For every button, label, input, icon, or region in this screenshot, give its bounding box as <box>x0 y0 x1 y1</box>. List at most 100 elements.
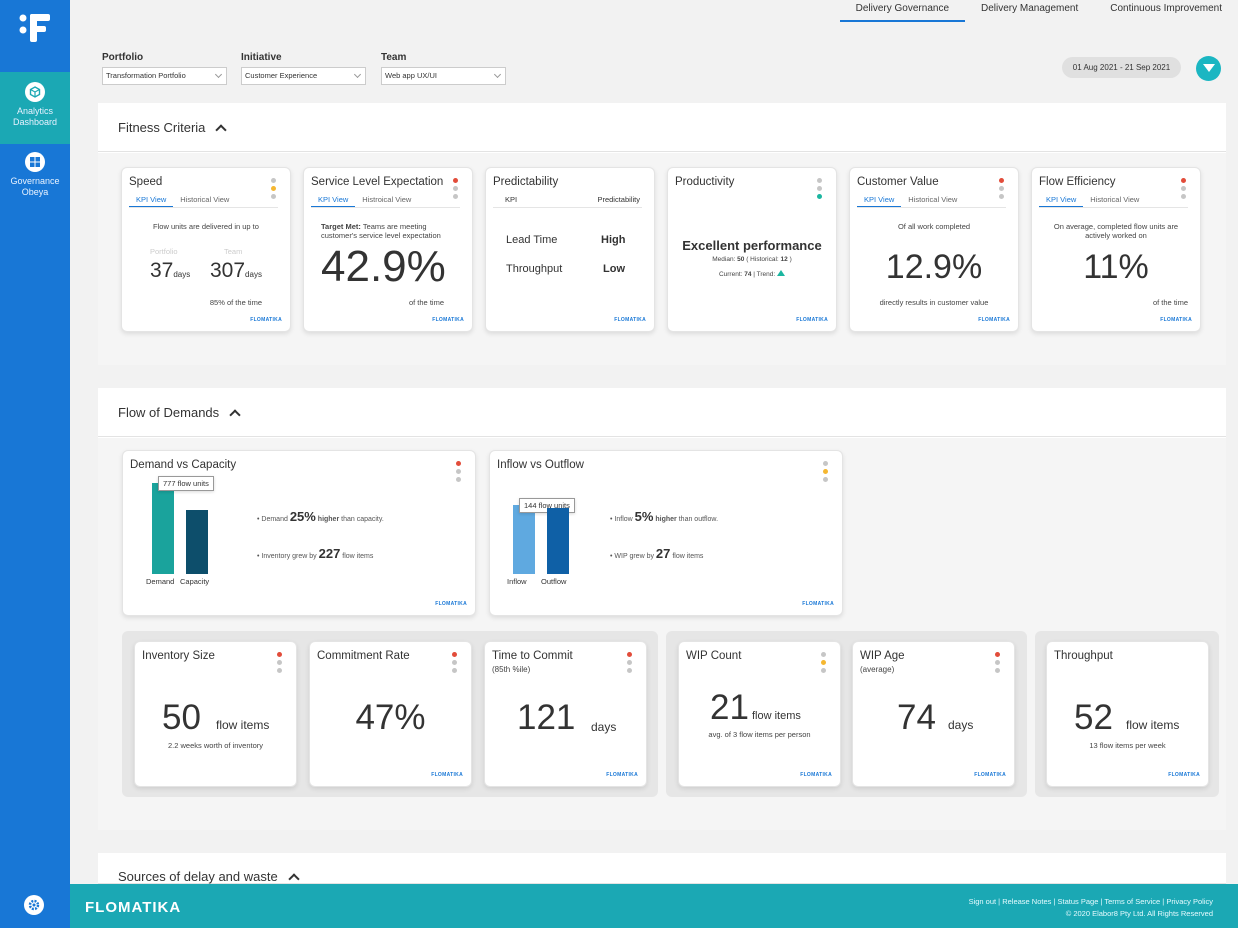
section-header[interactable]: Flow of Demands <box>98 388 1226 437</box>
card-subtitle: (85th %ile) <box>492 665 531 674</box>
speed-footer: 85% of the time <box>209 298 262 307</box>
predictability-header: KPI Predictability <box>493 195 642 208</box>
inventory-footer: 2.2 weeks worth of inventory <box>167 741 264 750</box>
settings-icon[interactable] <box>24 895 44 915</box>
portfolio-sublabel: Portfolio <box>150 247 178 256</box>
chevron-up-icon[interactable] <box>229 409 241 421</box>
status-dots <box>277 652 282 676</box>
portfolio-label: Portfolio <box>102 52 144 63</box>
tab-kpi-view[interactable]: KPI View <box>129 195 174 207</box>
chevron-down-icon <box>214 70 223 79</box>
wip-age-unit: days <box>948 718 974 732</box>
tab-historical-view[interactable]: Historical View <box>180 195 230 204</box>
sidebar-item-label: Analytics Dashboard <box>12 106 58 127</box>
bar-capacity[interactable] <box>186 510 208 574</box>
customer-value-footer: directly results in customer value <box>879 298 989 307</box>
section-title: Sources of delay and waste <box>118 869 278 884</box>
tab-delivery-governance[interactable]: Delivery Governance <box>839 0 965 22</box>
flomatika-brand: FLOMATIKA <box>974 772 1006 778</box>
wip-count-footer: avg. of 3 flow items per person <box>708 730 811 739</box>
initiative-select[interactable]: Customer Experience <box>241 67 366 85</box>
tab-historical-view[interactable]: Historical View <box>908 195 958 204</box>
wip-age-card: WIP Age (average) 74 days FLOMATIKA <box>852 641 1015 787</box>
grid-icon <box>25 152 45 172</box>
sle-value: 42.9% <box>321 242 446 291</box>
tab-kpi-view[interactable]: KPI View <box>1039 195 1084 207</box>
x-tick-label: Demand <box>146 577 175 586</box>
flow-efficiency-value: 11% <box>1083 248 1149 286</box>
tab-kpi-view[interactable]: KPI View <box>857 195 902 207</box>
throughput-value: 52 <box>1074 698 1113 737</box>
flomatika-brand: FLOMATIKA <box>1168 772 1200 778</box>
footer-brand: FLOMATIKA <box>85 899 182 916</box>
sidebar-item-analytics-dashboard[interactable]: Analytics Dashboard <box>0 72 70 144</box>
team-select[interactable]: Web app UX/UI <box>381 67 506 85</box>
team-value: Web app UX/UI <box>385 71 437 80</box>
lead-time-value: High <box>601 234 626 246</box>
flow-of-demands-section: Flow of Demands Demand vs Capacity Deman… <box>98 388 1226 830</box>
filter-icon[interactable] <box>1196 56 1221 81</box>
trend-up-icon <box>777 270 786 276</box>
flow-efficiency-card: Flow Efficiency KPI View Historical View … <box>1031 167 1201 332</box>
flomatika-logo-icon[interactable] <box>18 10 52 44</box>
speed-card: Speed KPI View Historical View Flow units… <box>121 167 291 332</box>
card-title: Inflow vs Outflow <box>497 459 584 471</box>
wip-bullet: • WIP grew by 27 flow items <box>610 546 704 561</box>
throughput-footer: 13 flow items per week <box>1089 741 1166 750</box>
inventory-unit: flow items <box>216 718 270 732</box>
portfolio-select[interactable]: Transformation Portfolio <box>102 67 227 85</box>
footer-links: Sign out | Release Notes | Status Page |… <box>969 896 1213 920</box>
status-dots <box>452 652 457 676</box>
chevron-down-icon <box>353 70 362 79</box>
demand-vs-capacity-card: Demand vs Capacity Demand 777 flow units C… <box>122 450 476 616</box>
status-dots <box>627 652 632 676</box>
status-dots <box>999 178 1004 202</box>
flomatika-brand: FLOMATIKA <box>796 317 828 323</box>
inventory-size-card: Inventory Size 50 flow items 2.2 weeks w… <box>134 641 297 787</box>
card-title: WIP Age <box>860 650 905 662</box>
initiative-value: Customer Experience <box>245 71 318 80</box>
tab-continuous-improvement[interactable]: Continuous Improvement <box>1110 3 1222 14</box>
bar-inflow[interactable] <box>513 505 535 574</box>
flomatika-brand: FLOMATIKA <box>431 772 463 778</box>
inflow-vs-outflow-card: Inflow vs Outflow Inflow 144 flow units Ou… <box>489 450 843 616</box>
flomatika-brand: FLOMATIKA <box>978 317 1010 323</box>
date-range-picker[interactable]: 01 Aug 2021 - 21 Sep 2021 <box>1062 57 1181 78</box>
flomatika-brand: FLOMATIKA <box>606 772 638 778</box>
bar-outflow[interactable] <box>547 508 569 574</box>
time-commit-value: 121 <box>517 698 576 737</box>
tab-delivery-management[interactable]: Delivery Management <box>981 3 1079 14</box>
sidebar-item-governance-obeya[interactable]: Governance Obeya <box>0 152 70 212</box>
throughput-card: Throughput 52 flow items 13 flow items p… <box>1046 641 1209 787</box>
status-dots <box>995 652 1000 676</box>
demand-bullet: • Demand 25% higher than capacity. <box>257 509 384 524</box>
customer-value-desc: Of all work completed <box>897 222 971 231</box>
card-title: Speed <box>129 176 163 188</box>
card-title: Productivity <box>675 176 735 188</box>
team-speed-value: 307days <box>210 259 262 282</box>
status-dots <box>823 461 828 485</box>
bar-demand[interactable] <box>152 483 174 574</box>
tab-historical-view[interactable]: Histroical View <box>362 195 412 204</box>
predictability-column: Predictability <box>597 195 640 204</box>
chevron-down-icon <box>493 70 502 79</box>
flow-efficiency-footer: of the time <box>1152 298 1188 307</box>
card-title: Customer Value <box>857 176 939 188</box>
tab-historical-view[interactable]: Historical View <box>1090 195 1140 204</box>
tab-kpi-view[interactable]: KPI View <box>311 195 356 207</box>
status-dots <box>1181 178 1186 202</box>
throughput-unit: flow items <box>1126 718 1180 732</box>
section-header[interactable]: Fitness Criteria <box>98 103 1226 152</box>
section-header[interactable]: Sources of delay and waste <box>98 853 1226 884</box>
commitment-value: 47% <box>355 698 426 737</box>
view-tabs: KPI View Historical View <box>1039 195 1188 208</box>
view-tabs: KPI View Historical View <box>129 195 278 208</box>
kpi-column: KPI <box>505 195 518 204</box>
footer-nav-links[interactable]: Sign out | Release Notes | Status Page |… <box>968 897 1213 906</box>
chevron-up-icon[interactable] <box>215 124 228 136</box>
card-title: Inventory Size <box>142 650 215 662</box>
inflow-bullet: • Inflow 5% higher than outflow. <box>610 509 719 524</box>
chevron-up-icon[interactable] <box>288 873 300 884</box>
card-title: Flow Efficiency <box>1039 176 1116 188</box>
view-tabs: KPI View Histroical View <box>311 195 460 208</box>
